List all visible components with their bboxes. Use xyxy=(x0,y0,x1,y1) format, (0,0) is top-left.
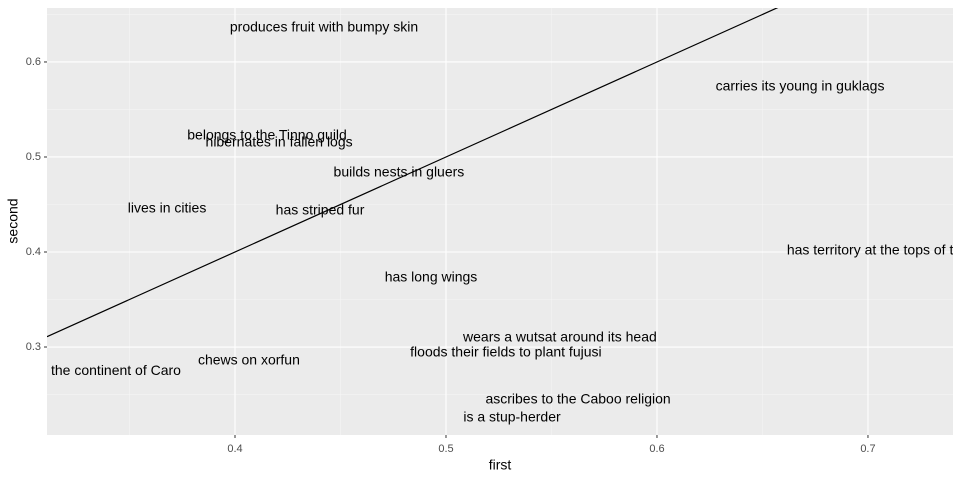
point-label: carries its young in guklags xyxy=(716,78,885,94)
point-label: ascribes to the Caboo religion xyxy=(485,391,670,407)
point-label: belongs to the Tinno guild xyxy=(187,127,347,143)
point-label: is a stup-herder xyxy=(463,409,561,425)
y-tick-label: 0.4 xyxy=(26,246,41,258)
point-label: produces fruit with bumpy skin xyxy=(230,19,418,35)
y-tick-label: 0.5 xyxy=(26,151,41,163)
plot-background xyxy=(47,8,953,435)
y-tick-label: 0.3 xyxy=(26,341,41,353)
plot-area: produces fruit with bumpy skin carries it… xyxy=(47,8,954,425)
point-label: builds nests in gluers xyxy=(334,164,465,180)
reference-line xyxy=(47,8,779,338)
x-tick-label: 0.7 xyxy=(860,443,875,455)
point-label: the continent of Caro xyxy=(51,362,181,378)
point-label: floods their fields to plant fujusi xyxy=(410,344,601,360)
point-label: hibernates in fallen logs xyxy=(206,134,353,150)
point-label: has territory at the tops of t xyxy=(787,242,954,258)
x-tick-label: 0.6 xyxy=(649,443,664,455)
point-label: has long wings xyxy=(385,269,478,285)
y-axis-title: second xyxy=(5,198,21,243)
point-label: wears a wutsat around its head xyxy=(462,329,657,345)
point-label: chews on xorfun xyxy=(198,352,300,368)
y-tick-label: 0.6 xyxy=(26,56,41,68)
x-tick-label: 0.5 xyxy=(438,443,453,455)
x-tick-label: 0.4 xyxy=(227,443,242,455)
point-label: has striped fur xyxy=(276,202,365,218)
grid xyxy=(47,8,953,435)
point-label: lives in cities xyxy=(128,200,207,216)
x-axis-title: first xyxy=(489,457,512,473)
